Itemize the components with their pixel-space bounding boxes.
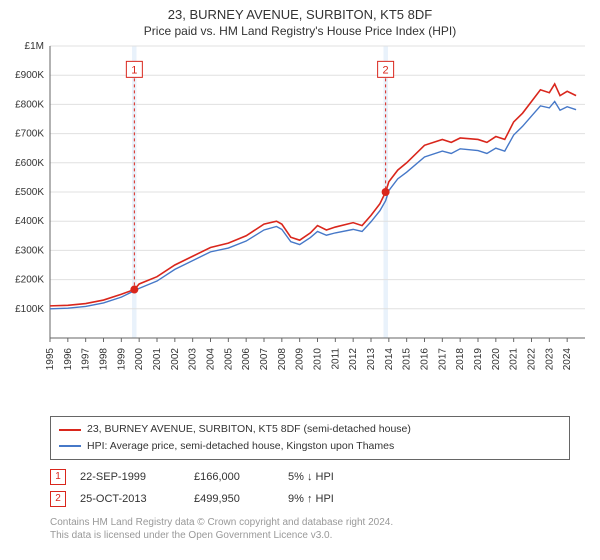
x-tick-label: 2005 (223, 348, 234, 371)
legend-swatch (59, 429, 81, 431)
x-tick-label: 2007 (259, 348, 270, 371)
x-tick-label: 2017 (437, 348, 448, 371)
chart-container: 23, BURNEY AVENUE, SURBITON, KT5 8DF Pri… (0, 0, 600, 543)
y-tick-label: £900K (15, 70, 44, 81)
x-tick-label: 2018 (455, 348, 466, 371)
y-tick-label: £700K (15, 129, 44, 140)
legend-label: HPI: Average price, semi-detached house,… (87, 438, 394, 455)
x-tick-label: 2015 (402, 348, 413, 371)
x-tick-label: 2020 (491, 348, 502, 371)
footnote-line1: Contains HM Land Registry data © Crown c… (50, 516, 570, 530)
x-tick-label: 1998 (99, 348, 110, 371)
x-tick-label: 2009 (295, 348, 306, 371)
sale-date: 22-SEP-1999 (80, 471, 180, 483)
x-tick-label: 2000 (134, 348, 145, 371)
y-tick-label: £100K (15, 304, 44, 315)
chart-title-line2: Price paid vs. HM Land Registry's House … (0, 24, 600, 42)
x-tick-label: 2012 (348, 348, 359, 371)
sale-date: 25-OCT-2013 (80, 493, 180, 505)
sale-row: 2 25-OCT-2013 £499,950 9% ↑ HPI (50, 488, 570, 510)
x-tick-label: 2022 (527, 348, 538, 371)
x-tick-label: 2013 (366, 348, 377, 371)
legend: 23, BURNEY AVENUE, SURBITON, KT5 8DF (se… (50, 416, 570, 460)
x-tick-label: 2014 (384, 348, 395, 371)
x-tick-label: 2004 (206, 348, 217, 371)
x-tick-label: 2019 (473, 348, 484, 371)
x-tick-label: 2008 (277, 348, 288, 371)
sale-row: 1 22-SEP-1999 £166,000 5% ↓ HPI (50, 466, 570, 488)
chart-title-line1: 23, BURNEY AVENUE, SURBITON, KT5 8DF (0, 0, 600, 24)
y-tick-label: £500K (15, 187, 44, 198)
footnote: Contains HM Land Registry data © Crown c… (50, 516, 570, 543)
x-tick-label: 1996 (63, 348, 74, 371)
sale-marker-label: 1 (131, 65, 137, 77)
sale-marker-box: 2 (50, 491, 66, 507)
legend-row: 23, BURNEY AVENUE, SURBITON, KT5 8DF (se… (59, 421, 561, 438)
price-chart: £100K £200K £300K £400K £500K £600K £700K £800K… (0, 42, 600, 412)
x-tick-label: 2021 (509, 348, 520, 371)
sale-price: £499,950 (194, 493, 274, 505)
x-tick-label: 2003 (188, 348, 199, 371)
x-tick-label: 2010 (313, 348, 324, 371)
sale-delta: 9% ↑ HPI (288, 493, 334, 505)
sale-price: £166,000 (194, 471, 274, 483)
sale-delta: 5% ↓ HPI (288, 471, 334, 483)
series-price_paid (50, 84, 576, 306)
legend-swatch (59, 445, 81, 447)
sale-marker-box: 1 (50, 469, 66, 485)
x-tick-label: 1999 (116, 348, 127, 371)
x-tick-label: 2016 (420, 348, 431, 371)
x-tick-label: 1995 (45, 348, 56, 371)
x-tick-label: 2011 (330, 348, 341, 370)
x-tick-label: 2001 (152, 348, 163, 371)
sale-marker-label: 2 (383, 65, 389, 77)
y-tick-label: £800K (15, 100, 44, 111)
legend-label: 23, BURNEY AVENUE, SURBITON, KT5 8DF (se… (87, 421, 411, 438)
y-tick-label: £1M (25, 42, 44, 52)
y-tick-label: £200K (15, 275, 44, 286)
y-tick-label: £400K (15, 216, 44, 227)
y-tick-label: £300K (15, 246, 44, 257)
series-hpi (50, 102, 576, 309)
sales-table: 1 22-SEP-1999 £166,000 5% ↓ HPI 2 25-OCT-2013… (50, 466, 570, 510)
footnote-line2: This data is licensed under the Open Gov… (50, 529, 570, 543)
x-tick-label: 2002 (170, 348, 181, 371)
y-tick-label: £600K (15, 158, 44, 169)
x-tick-label: 2024 (562, 348, 573, 371)
x-tick-label: 2023 (544, 348, 555, 371)
legend-row: HPI: Average price, semi-detached house,… (59, 438, 561, 455)
x-tick-label: 1997 (81, 348, 92, 371)
x-tick-label: 2006 (241, 348, 252, 371)
